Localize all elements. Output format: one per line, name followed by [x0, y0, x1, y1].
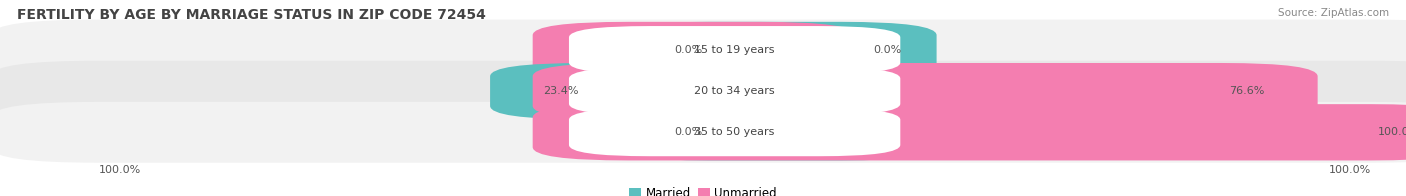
Text: 100.0%: 100.0% — [98, 165, 141, 175]
FancyBboxPatch shape — [569, 26, 900, 74]
Text: 35 to 50 years: 35 to 50 years — [695, 127, 775, 137]
FancyBboxPatch shape — [0, 61, 1406, 122]
FancyBboxPatch shape — [533, 63, 1317, 119]
FancyBboxPatch shape — [569, 67, 900, 115]
Text: 0.0%: 0.0% — [673, 45, 702, 55]
Text: 100.0%: 100.0% — [1378, 127, 1406, 137]
FancyBboxPatch shape — [0, 20, 1406, 80]
Text: Source: ZipAtlas.com: Source: ZipAtlas.com — [1278, 8, 1389, 18]
FancyBboxPatch shape — [613, 104, 936, 161]
FancyBboxPatch shape — [0, 102, 1406, 163]
FancyBboxPatch shape — [533, 104, 1406, 161]
Text: 0.0%: 0.0% — [673, 127, 702, 137]
Text: 100.0%: 100.0% — [1329, 165, 1371, 175]
Legend: Married, Unmarried: Married, Unmarried — [628, 187, 778, 196]
Text: FERTILITY BY AGE BY MARRIAGE STATUS IN ZIP CODE 72454: FERTILITY BY AGE BY MARRIAGE STATUS IN Z… — [17, 8, 485, 22]
FancyBboxPatch shape — [491, 63, 936, 119]
Text: 15 to 19 years: 15 to 19 years — [695, 45, 775, 55]
Text: 76.6%: 76.6% — [1229, 86, 1264, 96]
FancyBboxPatch shape — [569, 108, 900, 156]
Text: 23.4%: 23.4% — [543, 86, 579, 96]
FancyBboxPatch shape — [533, 22, 856, 78]
Text: 0.0%: 0.0% — [873, 45, 901, 55]
Text: 20 to 34 years: 20 to 34 years — [695, 86, 775, 96]
FancyBboxPatch shape — [613, 22, 936, 78]
